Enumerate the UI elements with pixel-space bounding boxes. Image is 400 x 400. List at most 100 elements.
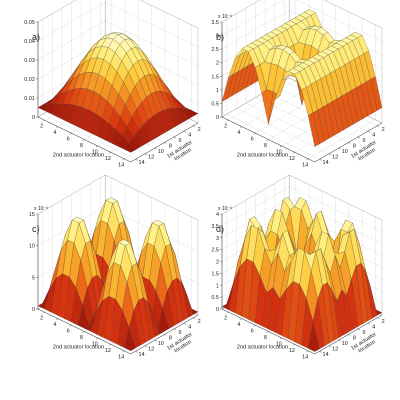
x-tick [42,312,45,314]
x-axis-title: 2nd actuator location [53,153,104,159]
x-tick [306,158,309,161]
z-tick-label: 1 [216,88,219,94]
x-tick [306,350,309,353]
y-tick [135,351,138,353]
x-tick [109,152,112,154]
x-tick [226,312,229,314]
z-tick-label: 3.5 [211,20,219,26]
panel-label: c) [32,224,40,234]
y-tick [319,351,322,353]
x-tick-label: 4 [53,130,56,136]
y-tick-label: 4 [188,324,191,330]
y-tick-label: 2 [198,319,201,325]
y-tick-label: 8 [353,144,356,150]
x-tick-label: 10 [92,341,98,347]
y-tick [329,153,332,155]
y-tick-label: 12 [332,347,338,353]
x-tick [69,324,72,327]
y-tick-label: 12 [148,347,154,353]
x-tick [95,337,98,340]
y-tick [173,136,177,139]
z-tick-label: 2 [216,260,219,266]
y-tick [154,147,157,150]
x-tick [82,139,85,141]
surface [221,9,383,147]
z-tick-label: 0 [32,307,35,313]
y-tick [183,131,186,133]
y-tick-label: 6 [362,330,365,336]
z-tick-label: 1.5 [211,74,219,80]
z-tick-label: 5 [32,275,35,281]
y-tick-label: 14 [323,352,329,358]
panel-label: a) [32,32,40,42]
z-tick-label: 0 [216,115,219,121]
z-gridline [221,186,383,233]
z-gridline [221,174,383,221]
surface-patch [124,142,136,153]
y-tick [377,125,380,127]
x-tick [293,152,296,154]
x-tick [279,145,282,148]
x-tick-label: 2 [40,316,43,322]
x-tick-label: 8 [80,143,83,149]
x-tick-label: 4 [237,322,240,328]
z-tick-label: 15 [29,212,35,218]
panel-label: d) [216,224,224,234]
y-tick [367,323,370,325]
z-tick-label: 0.5 [211,295,219,301]
z-exponent-label: x 10⁻³ [218,14,232,20]
y-tick-label: 4 [188,132,191,138]
surface-patch [308,321,320,352]
x-tick [42,120,45,122]
z-tick-label: 1.5 [211,271,219,277]
y-tick [377,317,380,319]
z-tick-label: 0.05 [24,20,35,26]
y-tick-label: 4 [372,324,375,330]
x-tick [226,120,229,122]
z-gridline [37,39,199,86]
z-gridline [37,174,199,221]
y-tick-label: 6 [178,138,181,144]
panel-a: a)2468101214246810121400.010.020.030.040… [24,0,201,168]
z-tick-label: 0.03 [24,58,35,64]
x-tick [239,318,242,321]
y-tick [145,345,148,347]
y-tick [329,345,332,347]
surface-patch [124,327,136,351]
z-tick-label: 3 [216,34,219,40]
y-tick [338,147,341,150]
x-tick-label: 6 [251,137,254,143]
x-tick-label: 8 [80,335,83,341]
y-tick-label: 2 [198,127,201,133]
x-tick-label: 12 [105,348,111,354]
z-exponent-label: x 10⁻³ [218,206,232,212]
z-tick-label: 0.01 [24,96,35,102]
y-tick-label: 2 [382,127,385,133]
x-tick [266,139,269,141]
y-tick-label: 14 [323,160,329,166]
x-tick-label: 4 [53,322,56,328]
y-tick-label: 8 [353,336,356,342]
y-tick [183,323,186,325]
x-tick [69,132,72,135]
y-tick [193,317,196,319]
x-tick-label: 2 [224,124,227,130]
z-gridline [37,1,199,48]
x-tick [55,126,58,129]
y-gridline [226,19,320,160]
z-gridline [221,0,383,29]
x-tick-label: 10 [92,149,98,155]
y-tick [338,339,341,342]
y-tick-label: 10 [342,149,348,155]
y-tick [154,339,157,342]
y-tick [319,159,322,161]
y-gridline [245,8,339,149]
x-tick-label: 6 [67,329,70,335]
panel-label: b) [216,32,224,42]
y-tick-label: 10 [158,341,164,347]
y-tick [135,159,138,161]
x-axis-title: 2nd actuator location [53,345,104,351]
y-tick-label: 14 [139,160,145,166]
